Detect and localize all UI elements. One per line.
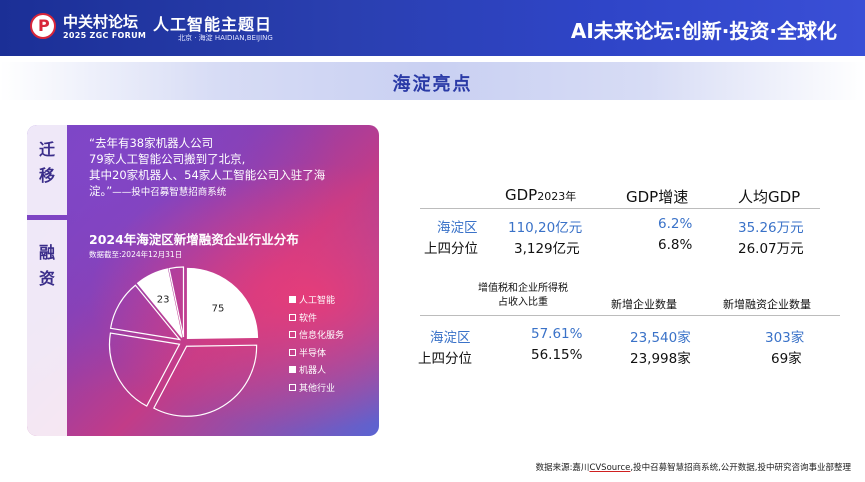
- tab-migration-char-2: 移: [38, 166, 55, 185]
- cell-growth: 6.2%: [658, 216, 693, 232]
- row-label: 海淀区: [430, 330, 471, 346]
- pie-data-label: 75: [212, 304, 225, 315]
- cell-tax: 56.15%: [531, 347, 583, 363]
- legend-item: 人工智能: [289, 291, 344, 309]
- tab-migration-char-1: 迁: [38, 140, 55, 159]
- migration-quote: “去年有38家机器人公司 79家人工智能公司搬到了北京, 其中20家机器人、54…: [89, 135, 374, 201]
- cell-new-firms: 23,540家: [630, 330, 691, 346]
- legend-label: 半导体: [299, 348, 327, 359]
- legend-label: 软件: [299, 313, 318, 324]
- chart-title: 2024年海淀区新增融资企业行业分布: [89, 232, 299, 247]
- chart-legend: 人工智能软件信息化服务半导体机器人其他行业: [289, 291, 344, 396]
- legend-swatch: [289, 296, 296, 304]
- event-location: 北京 · 海淀 HAIDIAN,BEIJING: [178, 34, 273, 42]
- pie-slice-3: [108, 332, 181, 407]
- quote-line-last: 淀。”——投中召募智慧招商系统: [89, 184, 227, 198]
- legend-label: 信息化服务: [299, 331, 345, 342]
- row-label: 上四分位: [418, 351, 472, 367]
- cell-growth: 6.8%: [658, 237, 693, 253]
- col-new-funded-header: 新增融资企业数量: [723, 298, 811, 311]
- forum-logo: P: [30, 13, 56, 39]
- cell-new-funded: 303家: [765, 330, 805, 346]
- section-title: 海淀亮点: [392, 74, 473, 95]
- legend-item: 其他行业: [289, 379, 344, 397]
- legend-item: 机器人: [289, 361, 344, 379]
- pie-slice-6: [168, 266, 185, 338]
- legend-label: 机器人: [299, 366, 327, 377]
- quote-line: “去年有38家机器人公司: [89, 136, 214, 150]
- forum-slogan: AI未来论坛:创新·投资·全球化: [570, 19, 837, 43]
- cell-gdp: 110,20亿元: [508, 220, 583, 236]
- legend-swatch: [289, 366, 296, 374]
- col-new-firms-header: 新增企业数量: [611, 298, 677, 311]
- tab-financing-char-1: 融: [38, 243, 55, 262]
- table2-divider: [420, 315, 840, 316]
- cvsource-link: CVSource: [589, 463, 631, 473]
- row-label: 海淀区: [437, 220, 478, 236]
- chart-subtitle: 数据截至:2024年12月31日: [89, 250, 183, 259]
- industry-pie-chart: 75 23: [108, 266, 259, 417]
- cell-tax: 57.61%: [531, 326, 583, 342]
- col-tax-header: 增值税和企业所得税 占收入比重: [478, 283, 568, 308]
- tab-migration: 迁 移: [27, 125, 67, 215]
- cell-new-funded: 69家: [771, 351, 802, 367]
- legend-label: 人工智能: [299, 296, 336, 307]
- legend-swatch: [289, 313, 296, 321]
- section-band: 海淀亮点: [0, 62, 865, 100]
- col-gdp-header: GDP2023年: [505, 186, 577, 204]
- tab-financing-char-2: 资: [38, 269, 55, 288]
- legend-item: 半导体: [289, 344, 344, 362]
- pie-slice-1: [186, 267, 259, 340]
- event-title: 人工智能主题日: [153, 15, 273, 34]
- highlight-card: 迁 移 融 资 “去年有38家机器人公司 79家人工智能公司搬到了北京, 其中2…: [27, 125, 379, 436]
- table1-divider: [420, 208, 820, 209]
- col-per-capita-header: 人均GDP: [738, 188, 801, 206]
- legend-label: 其他行业: [299, 383, 336, 394]
- top-banner: P 中关村论坛 2025 ZGC FORUM 人工智能主题日 北京 · 海淀 H…: [0, 0, 865, 56]
- data-source-note: 数据来源:嘉川CVSource,投中召募智慧招商系统,公开数据,投中研究咨询事业…: [535, 463, 851, 473]
- forum-name: 中关村论坛: [63, 13, 139, 31]
- quote-source: ——投中召募智慧招商系统: [112, 187, 227, 198]
- quote-line: 其中20家机器人、54家人工智能公司入驻了海: [89, 168, 326, 182]
- pie-slice-5: [136, 268, 183, 338]
- cell-per-capita: 35.26万元: [738, 220, 804, 236]
- pie-slice-4: [109, 284, 182, 341]
- quote-line: 79家人工智能公司搬到了北京,: [89, 152, 246, 166]
- legend-swatch: [289, 348, 296, 356]
- pie-slice-2: [153, 344, 258, 417]
- tab-financing: 融 资: [27, 220, 67, 436]
- col-growth-header: GDP增速: [626, 188, 689, 206]
- cell-new-firms: 23,998家: [630, 351, 691, 367]
- forum-subtitle: 2025 ZGC FORUM: [63, 31, 147, 40]
- cell-gdp: 3,129亿元: [514, 241, 580, 257]
- cell-per-capita: 26.07万元: [738, 241, 804, 257]
- legend-swatch: [289, 383, 296, 391]
- pie-data-label: 23: [157, 294, 170, 305]
- row-label: 上四分位: [424, 241, 478, 257]
- legend-swatch: [289, 331, 296, 339]
- legend-item: 软件: [289, 309, 344, 327]
- legend-item: 信息化服务: [289, 326, 344, 344]
